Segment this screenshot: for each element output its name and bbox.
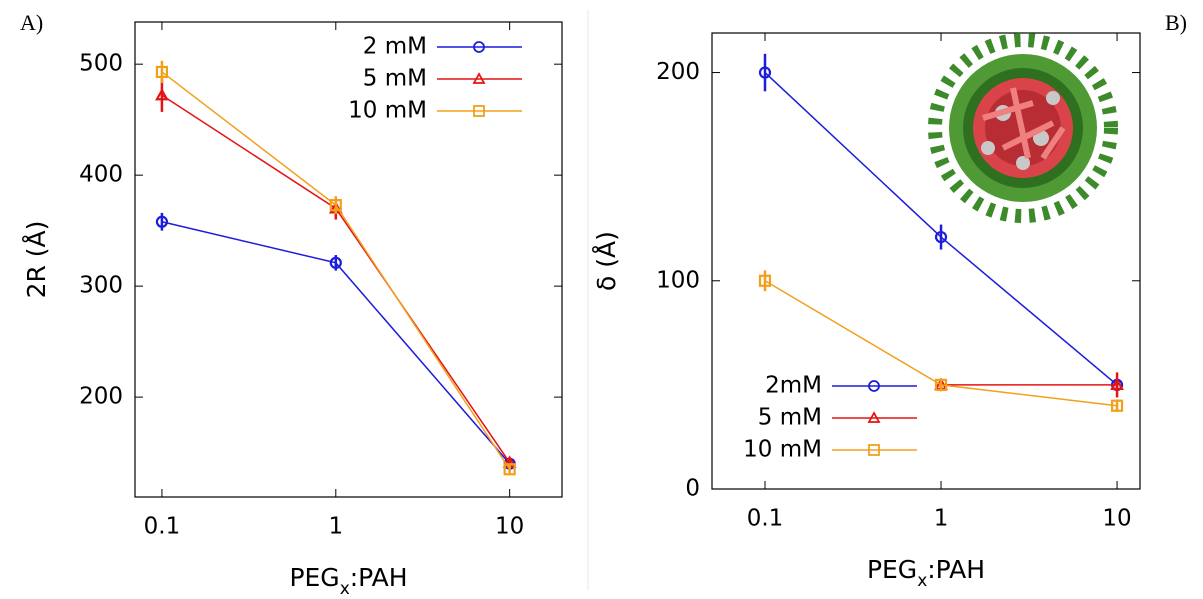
y-tick-label: 200	[79, 384, 123, 410]
x-tick-label: 10	[1102, 506, 1131, 532]
legend-label: 5 mM	[363, 66, 427, 92]
y-axis-label: 2R (Å)	[22, 221, 51, 299]
x-axis-label: PEGx:PAH	[289, 563, 407, 599]
legend-marker	[868, 380, 880, 392]
legend-label: 2mM	[765, 373, 822, 399]
x-axis-label-part: :PAH	[350, 563, 408, 592]
plot-frame	[134, 21, 563, 498]
x-axis-label-part: x	[340, 579, 350, 599]
panel-label: B)	[1165, 10, 1187, 35]
x-axis-label: PEGx:PAH	[867, 555, 985, 591]
marker	[155, 87, 169, 101]
marker	[1110, 377, 1124, 390]
x-tick-label: 0.1	[144, 514, 181, 540]
series-line	[161, 94, 511, 464]
x-tick-label: 10	[495, 514, 524, 540]
marker	[934, 230, 948, 244]
marker	[758, 66, 772, 79]
x-tick-label: 1	[328, 514, 343, 540]
marker	[503, 463, 516, 476]
y-tick-label: 400	[79, 162, 123, 188]
y-tick-label: 200	[656, 59, 700, 85]
panel-label: A)	[20, 10, 43, 35]
marker	[329, 199, 342, 212]
marker	[155, 65, 169, 79]
legend-marker	[473, 41, 485, 53]
y-tick-label: 0	[685, 476, 700, 502]
legend-marker	[868, 444, 880, 456]
marker	[329, 256, 342, 269]
legend-marker	[472, 72, 486, 84]
legend-marker	[867, 411, 881, 423]
plot-frame	[711, 32, 1141, 490]
x-axis-label-part: PEG	[289, 563, 339, 592]
x-axis-label-part: PEG	[867, 555, 917, 584]
legend-label: 5 mM	[758, 405, 822, 431]
marker	[934, 378, 948, 391]
nanoparticle-inset	[928, 33, 1118, 223]
legend-label: 2 mM	[363, 34, 427, 60]
legend-label: 10 mM	[348, 98, 427, 124]
marker	[1110, 399, 1124, 412]
x-axis-label-part: x	[917, 571, 927, 591]
y-axis-label: δ (Å)	[592, 231, 621, 291]
x-tick-label: 1	[934, 506, 949, 532]
y-tick-label: 100	[656, 267, 700, 293]
x-axis-label-part: :PAH	[927, 555, 985, 584]
marker	[758, 274, 772, 287]
y-tick-label: 300	[79, 273, 123, 299]
legend-label: 10 mM	[743, 437, 822, 463]
marker	[155, 215, 169, 228]
x-tick-label: 0.1	[747, 506, 784, 532]
legend-marker	[473, 105, 485, 117]
y-tick-label: 500	[79, 51, 123, 77]
